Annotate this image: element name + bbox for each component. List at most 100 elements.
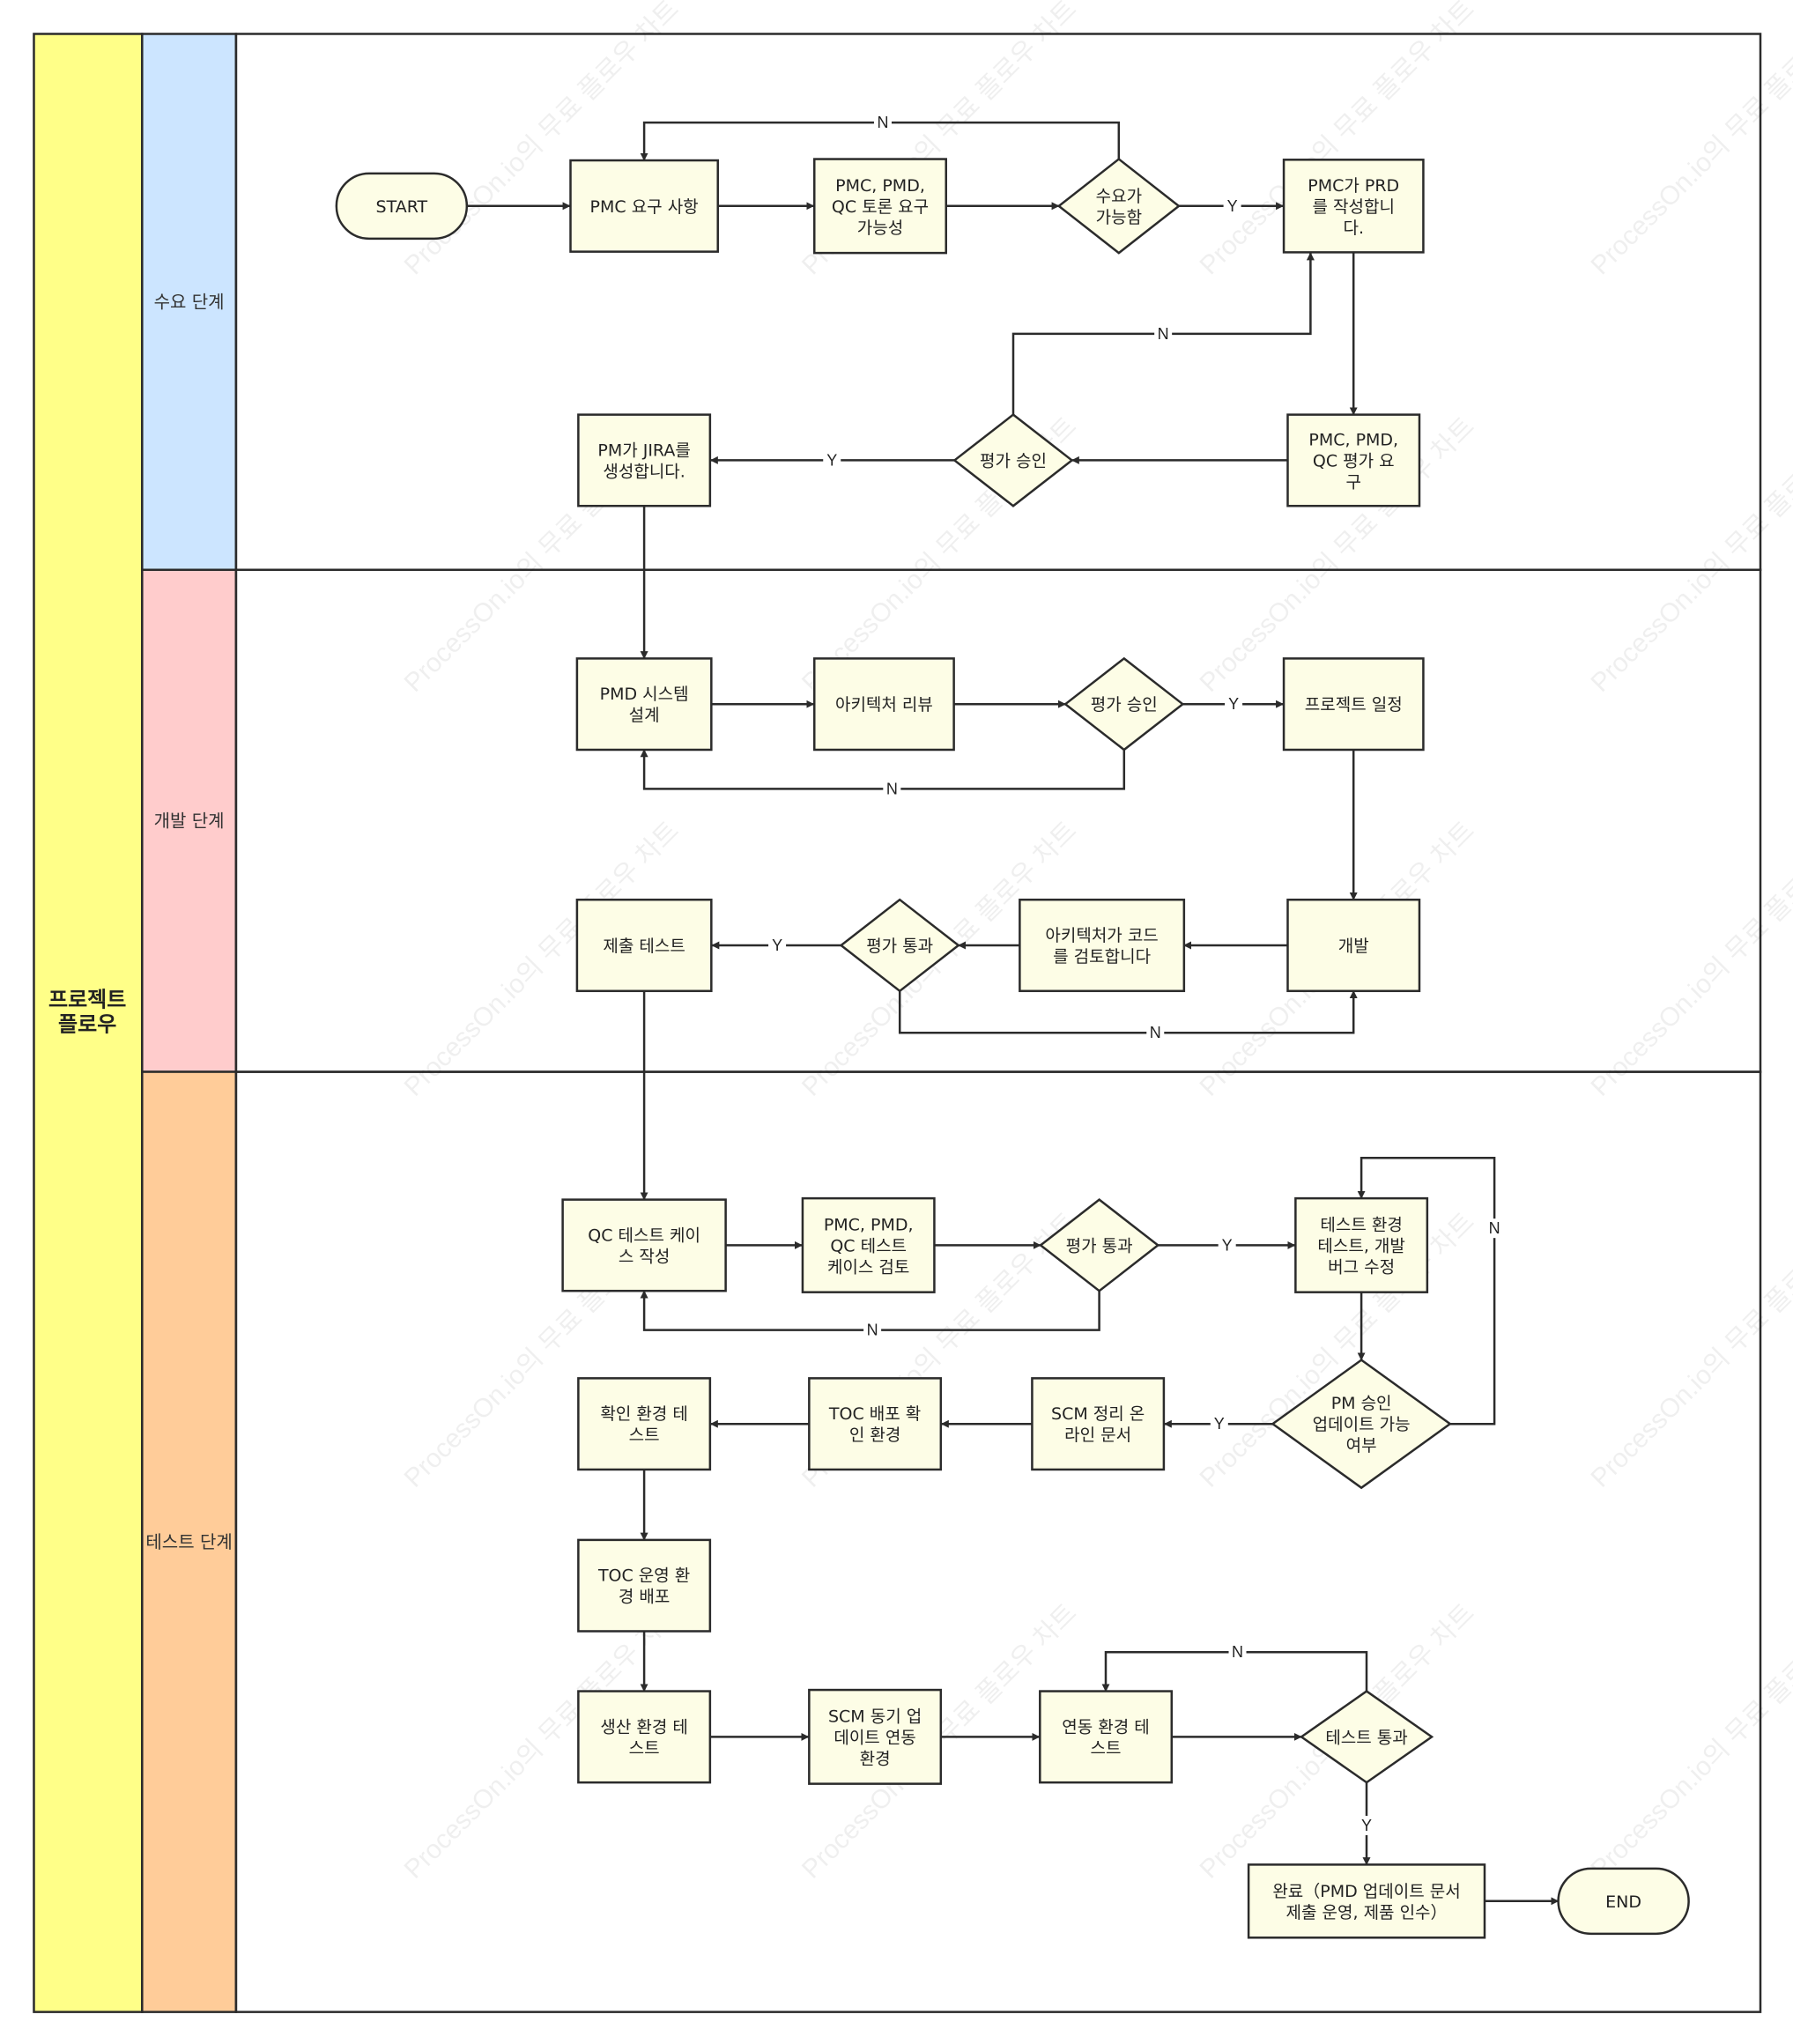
process-box: [577, 413, 712, 507]
lane-header-dev: [141, 568, 238, 1073]
node-pm-approve[interactable]: PM 승인 업데이트 가능 여부: [1271, 1359, 1452, 1490]
pool-band: [33, 33, 144, 2013]
connector-label-e-dec-submit: Y: [768, 936, 787, 955]
process-box: [1286, 413, 1421, 507]
process-box: [1247, 1863, 1486, 1939]
node-confirm-env[interactable]: 확인 환경 테 스트: [577, 1377, 712, 1471]
node-label: 제출 테스트: [603, 937, 685, 956]
node-start[interactable]: START: [335, 172, 469, 241]
node-label: PMC 요구 사항: [590, 197, 699, 217]
connector-label-bg: [1225, 694, 1243, 715]
decision-diamond: [1063, 656, 1185, 752]
process-box: [577, 1690, 712, 1784]
process-box: [575, 657, 713, 752]
connector-label-text: Y: [1228, 695, 1239, 713]
connector-label-bg: [1154, 323, 1173, 344]
connector-label-text: N: [1150, 1024, 1161, 1041]
connector-e-pm-testenv-n: [1357, 1156, 1496, 1426]
node-eval-ok2[interactable]: 평가 승인: [1063, 656, 1185, 752]
connector-label-text: N: [867, 1322, 878, 1339]
node-label: 확인 환경 테 스트: [600, 1404, 687, 1445]
node-label: 평가 통과: [1066, 1236, 1133, 1255]
node-label: PM가 JIRA를 생성합니다.: [597, 441, 691, 481]
node-label: 아키텍처가 코드 를 검토합니다: [1045, 926, 1158, 966]
node-label: 생산 환경 테 스트: [600, 1717, 687, 1758]
connector-label-text: Y: [772, 937, 782, 954]
connector-label-text: Y: [1214, 1415, 1225, 1433]
node-test-env[interactable]: 테스트 환경 테스트, 개발 버그 수정: [1294, 1196, 1429, 1293]
process-box: [1294, 1196, 1429, 1293]
node-test-pass[interactable]: 테스트 통과: [1299, 1690, 1434, 1784]
flow-nodes: START PMC 요구 사항 PMC, PMD, QC 토론 요구 가능성 수요가 가능함…: [335, 157, 1690, 1939]
node-done[interactable]: 완료（PMD 업데이트 문서 제출 운영, 제품 인수）: [1247, 1863, 1486, 1939]
process-box: [1031, 1377, 1166, 1471]
node-proj-sched[interactable]: 프로젝트 일정: [1282, 657, 1425, 752]
connector-label-e-dec-sched: Y: [1225, 694, 1243, 715]
node-label: 테스트 통과: [1325, 1728, 1407, 1747]
connector-label-bg: [1228, 1642, 1247, 1663]
node-case-review[interactable]: PMC, PMD, QC 테스트 케이스 검토: [801, 1196, 936, 1293]
connector-label-bg: [1486, 1218, 1504, 1239]
node-label: PMC, PMD, QC 토론 요구 가능성: [832, 176, 929, 238]
node-submit-test[interactable]: 제출 테스트: [575, 898, 713, 993]
node-label: PMC가 PRD 를 작성합니 다.: [1308, 176, 1399, 238]
process-box: [561, 1198, 727, 1292]
connector-label-text: N: [1489, 1219, 1500, 1237]
node-prod-env[interactable]: 생산 환경 테 스트: [577, 1690, 712, 1784]
node-scm-doc[interactable]: SCM 정리 온 라인 문서: [1031, 1377, 1166, 1471]
node-eval-pass2[interactable]: 평가 통과: [1039, 1198, 1160, 1292]
connector-label-bg: [768, 936, 787, 955]
node-label: 평가 승인: [1091, 695, 1158, 715]
node-label: 테스트 환경 테스트, 개발 버그 수정: [1317, 1215, 1404, 1277]
decision-diamond: [839, 898, 960, 993]
node-label: PM 승인 업데이트 가능 여부: [1313, 1394, 1411, 1455]
node-label: QC 테스트 케이 스 작성: [588, 1226, 700, 1266]
node-arch-review[interactable]: 아키텍처 리뷰: [813, 657, 955, 752]
watermark-text: ProcessOn.io의 무료 플로우 차트: [1585, 1598, 1793, 1884]
node-label: SCM 동기 업 데이트 연동 환경: [828, 1707, 922, 1768]
process-box: [577, 1538, 712, 1633]
decision-diamond: [1271, 1359, 1452, 1490]
connector-label-bg: [883, 779, 901, 799]
connector-label-bg: [1223, 196, 1241, 216]
node-label: 완료（PMD 업데이트 문서 제출 운영, 제품 인수）: [1272, 1882, 1460, 1922]
node-scm-sync[interactable]: SCM 동기 업 데이트 연동 환경: [808, 1688, 943, 1785]
node-pmc-pmd-qc-disc[interactable]: PMC, PMD, QC 토론 요구 가능성: [813, 158, 947, 255]
node-eval-pass1[interactable]: 평가 통과: [839, 898, 960, 993]
connectors: [466, 121, 1560, 1906]
connector-label-e-dec-jira: Y: [823, 450, 841, 470]
node-pm-jira[interactable]: PM가 JIRA를 생성합니다.: [577, 413, 712, 507]
node-qc-case[interactable]: QC 테스트 케이 스 작성: [561, 1198, 727, 1292]
connector-label-e-dec-prd: Y: [1223, 196, 1241, 216]
node-demand-ok[interactable]: 수요가 가능함: [1056, 157, 1181, 255]
node-end[interactable]: END: [1557, 1867, 1690, 1936]
pool-title: 프로젝트 플로우: [48, 988, 126, 1037]
node-develop[interactable]: 개발: [1286, 898, 1421, 993]
connector-label-e-pass-link-n: N: [1228, 1642, 1247, 1663]
watermark-text: ProcessOn.io의 무료 플로우 차트: [1585, 1207, 1793, 1492]
node-pmc-prd[interactable]: PMC가 PRD 를 작성합니 다.: [1282, 159, 1425, 254]
connector-label-bg: [1146, 1023, 1165, 1043]
terminal-pill: [1557, 1867, 1690, 1936]
connector-label-text: N: [886, 780, 898, 797]
node-eval-ok1[interactable]: 평가 승인: [952, 413, 1074, 507]
node-label: END: [1605, 1892, 1641, 1912]
connector-label-e-dec-qc-n: N: [863, 1320, 882, 1340]
node-pmc-req[interactable]: PMC 요구 사항: [569, 159, 719, 253]
connector-labels: Y N N Y Y N Y N Y N N Y N Y: [768, 113, 1504, 1835]
process-box: [1039, 1690, 1174, 1784]
node-arch-code[interactable]: 아키텍처가 코드 를 검토합니다: [1019, 898, 1186, 993]
process-box: [808, 1377, 943, 1471]
process-box: [577, 1377, 712, 1471]
connector-label-e-pass-done: Y: [1358, 1816, 1376, 1835]
node-link-env[interactable]: 연동 환경 테 스트: [1039, 1690, 1174, 1784]
connector-label-text: Y: [1222, 1236, 1233, 1254]
node-pmd-sys[interactable]: PMD 시스템 설계: [575, 657, 713, 752]
connector-label-bg: [1358, 1816, 1376, 1835]
